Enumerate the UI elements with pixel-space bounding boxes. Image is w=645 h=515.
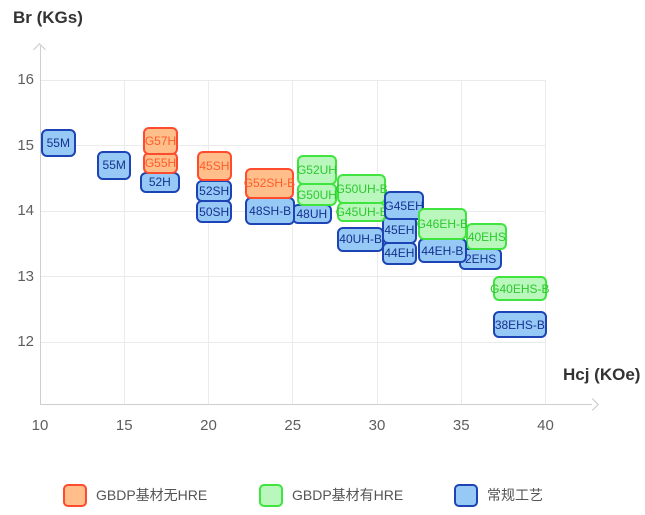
grade-box-g50uh: G50UH: [296, 182, 337, 207]
legend-swatch-icon: [454, 484, 478, 507]
grade-box-g50uh-b: G50UH-B: [335, 174, 388, 204]
grade-label: 2EHS: [464, 251, 497, 266]
gridline-horizontal: [40, 276, 546, 277]
grade-box-44eh: 44EH: [381, 241, 417, 265]
grade-label: 52H: [148, 175, 171, 190]
grade-label: 45SH: [199, 159, 230, 174]
grade-box-40ehs: 40EHS: [466, 222, 508, 251]
y-tick-label: 12: [17, 333, 34, 350]
grade-label: 40EHS: [467, 229, 506, 244]
x-tick-label: 25: [284, 417, 302, 434]
grade-label: G52SH-B: [243, 176, 296, 191]
legend-label: 常规工艺: [487, 487, 543, 503]
legend-item-blue[interactable]: 常规工艺: [454, 484, 543, 507]
x-axis-arrow-icon: [586, 397, 599, 411]
grade-label: 55M: [46, 136, 70, 151]
grade-label: G52UH: [296, 162, 337, 177]
grade-box-55m: 55M: [97, 151, 132, 180]
grade-label: G45EH: [384, 198, 424, 213]
gridline-vertical: [545, 79, 546, 404]
x-axis-line: [40, 404, 592, 405]
grade-label: G50UH-B: [335, 182, 388, 197]
gridline-horizontal: [40, 145, 546, 146]
grade-box-44eh-b: 44EH-B: [417, 237, 467, 264]
grade-label: G46EH-B: [416, 217, 469, 232]
grade-label: G57H: [144, 133, 177, 148]
grade-box-48sh-b: 48SH-B: [244, 196, 296, 225]
grade-box-g45eh: G45EH: [384, 191, 424, 221]
x-tick-label: 15: [115, 417, 133, 434]
grade-label: 50SH: [199, 204, 230, 219]
grade-label: G50UH: [296, 187, 337, 202]
grade-label: 55M: [102, 158, 126, 173]
grade-label: 48SH-B: [249, 203, 292, 218]
grade-box-45eh: 45EH: [381, 216, 417, 244]
grade-box-55m: 55M: [40, 129, 76, 158]
legend-label: GBDP基材有HRE: [292, 487, 404, 503]
legend-swatch-icon: [63, 484, 87, 507]
grade-label: G40EHS-B: [490, 281, 550, 296]
grade-label: 40UH-B: [339, 232, 382, 247]
legend-swatch-icon: [259, 484, 283, 507]
y-axis-arrow-icon: [33, 43, 46, 56]
x-axis-title: Hcj (KOe): [563, 365, 641, 384]
y-tick-label: 15: [17, 136, 34, 154]
grade-box-g45uh-b: G45UH-B: [335, 201, 388, 223]
grade-box-40uh-b: 40UH-B: [337, 226, 384, 252]
grade-box-50sh: 50SH: [196, 199, 232, 224]
grade-box-g52sh-b: G52SH-B: [243, 167, 296, 199]
gridline-vertical: [208, 79, 209, 404]
legend-label: GBDP基材无HRE: [96, 487, 208, 503]
x-tick-label: 20: [200, 417, 217, 434]
y-tick-label: 16: [17, 71, 34, 88]
grade-label: 44EH: [384, 246, 415, 261]
grade-box-48uh: 48UH: [291, 203, 332, 225]
y-tick-label: 14: [17, 202, 34, 219]
x-tick-label: 35: [452, 417, 470, 434]
grade-label: G55H: [144, 156, 177, 171]
x-tick-label: 30: [368, 417, 386, 434]
gridline-vertical: [123, 79, 125, 404]
grade-box-g46eh-b: G46EH-B: [416, 208, 469, 240]
y-tick-label: 13: [17, 267, 34, 285]
grade-box-g57h: G57H: [142, 126, 179, 156]
grade-box-g40ehs-b: G40EHS-B: [490, 275, 550, 302]
grade-label: G45UH-B: [335, 204, 388, 219]
legend-item-orange[interactable]: GBDP基材无HRE: [63, 484, 207, 507]
gridline-horizontal: [40, 341, 546, 343]
y-axis-title: Br (KGs): [13, 8, 83, 27]
grade-label: 45EH: [384, 222, 415, 237]
gridline-horizontal: [40, 79, 546, 81]
grade-box-38ehs-b: 38EHS-B: [492, 311, 547, 339]
grade-box-52sh: 52SH: [196, 180, 232, 202]
grade-label: 44EH-B: [421, 243, 464, 258]
y-axis-line: [39, 46, 41, 404]
grade-label: 52SH: [199, 183, 230, 198]
x-tick-label: 10: [31, 417, 49, 434]
legend-item-green[interactable]: GBDP基材有HRE: [259, 484, 403, 507]
grade-box-g55h: G55H: [142, 152, 179, 175]
grade-label: 48UH: [296, 206, 328, 221]
grade-box-45sh: 45SH: [196, 151, 233, 182]
grade-label: 38EHS-B: [494, 317, 545, 332]
gridline-vertical: [292, 79, 294, 404]
grade-box-52h: 52H: [139, 171, 180, 194]
x-tick-label: 40: [537, 417, 554, 434]
grade-box-g52uh: G52UH: [296, 154, 337, 185]
